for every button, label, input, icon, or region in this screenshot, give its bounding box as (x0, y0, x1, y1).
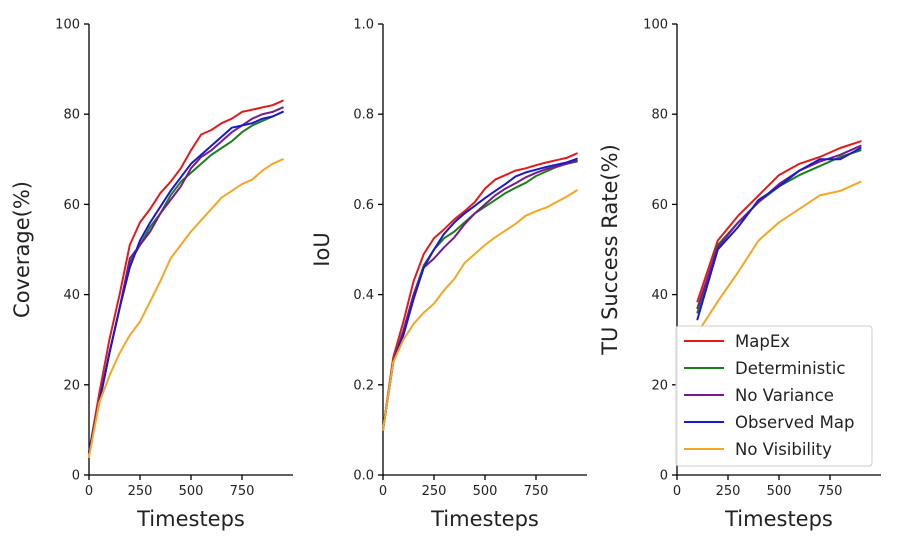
legend-label: No Visibility (735, 440, 832, 459)
y-tick-label: 20 (651, 378, 668, 393)
series-line-deterministic (88, 110, 284, 454)
y-tick-label: 60 (63, 198, 80, 213)
chart-panel-3: 0 20 40 60 80 100 0 250 500 750 Timesteps TU Succes… (598, 18, 881, 531)
x-tick-label: 500 (179, 484, 204, 499)
series-line-no-variance (382, 159, 578, 431)
legend-label: MapEx (735, 332, 790, 351)
y-axis-title: Coverage(%) (10, 181, 34, 318)
y-tick-label: 1.0 (353, 18, 374, 33)
legend-label: Observed Map (735, 413, 854, 432)
legend-frame (675, 325, 873, 467)
y-tick-label: 100 (643, 18, 668, 33)
y-tick-label: 20 (63, 378, 80, 393)
legend: MapEx Deterministic No Variance Observed Ma… (675, 325, 873, 467)
y-tick-label: 0.2 (353, 378, 374, 393)
x-tick-label: 250 (716, 484, 741, 499)
y-tick-label: 80 (63, 108, 80, 123)
series-line-no-visibility (88, 158, 284, 458)
chart-panel-1: 0 20 40 60 80 100 0 250 500 750 Timesteps Coverage(… (10, 18, 293, 531)
x-tick-label: 250 (128, 484, 153, 499)
series-line-mapex (382, 152, 578, 431)
x-axis-title: Timesteps (136, 507, 245, 531)
x-tick-label: 750 (524, 484, 549, 499)
y-tick-label: 0.0 (353, 469, 374, 484)
series-line-no-visibility (696, 180, 862, 334)
series-line-observed-map (382, 157, 578, 431)
x-tick-label: 500 (473, 484, 498, 499)
x-tick-label: 0 (85, 484, 93, 499)
x-tick-label: 0 (673, 484, 681, 499)
x-tick-label: 0 (379, 484, 387, 499)
y-tick-label: 0 (72, 469, 80, 484)
x-axis-title: Timesteps (724, 507, 833, 531)
y-axis-title: TU Success Rate(%) (598, 144, 622, 356)
y-tick-label: 0.4 (353, 288, 374, 303)
legend-label: Deterministic (735, 359, 845, 378)
y-tick-label: 0.6 (353, 198, 374, 213)
x-tick-label: 750 (818, 484, 843, 499)
y-tick-label: 0.8 (353, 108, 374, 123)
y-axis-title: IoU (310, 232, 334, 266)
chart-panel-2: 0.0 0.2 0.4 0.6 0.8 1.0 0 250 500 750 Timesteps IoU (310, 18, 587, 531)
series-line-mapex (696, 140, 862, 303)
x-tick-label: 250 (422, 484, 447, 499)
y-tick-label: 40 (651, 288, 668, 303)
series-line-no-visibility (382, 189, 578, 431)
x-tick-label: 500 (767, 484, 792, 499)
series-line-observed-map (696, 147, 862, 321)
y-tick-label: 0 (660, 469, 668, 484)
legend-label: No Variance (735, 386, 834, 405)
series-line-no-variance (696, 144, 862, 310)
x-tick-label: 750 (230, 484, 255, 499)
series-line-observed-map (88, 110, 284, 454)
series-line-mapex (88, 99, 284, 454)
y-tick-label: 80 (651, 108, 668, 123)
x-axis-title: Timesteps (430, 507, 539, 531)
y-tick-label: 100 (55, 18, 80, 33)
y-tick-label: 60 (651, 198, 668, 213)
y-tick-label: 40 (63, 288, 80, 303)
